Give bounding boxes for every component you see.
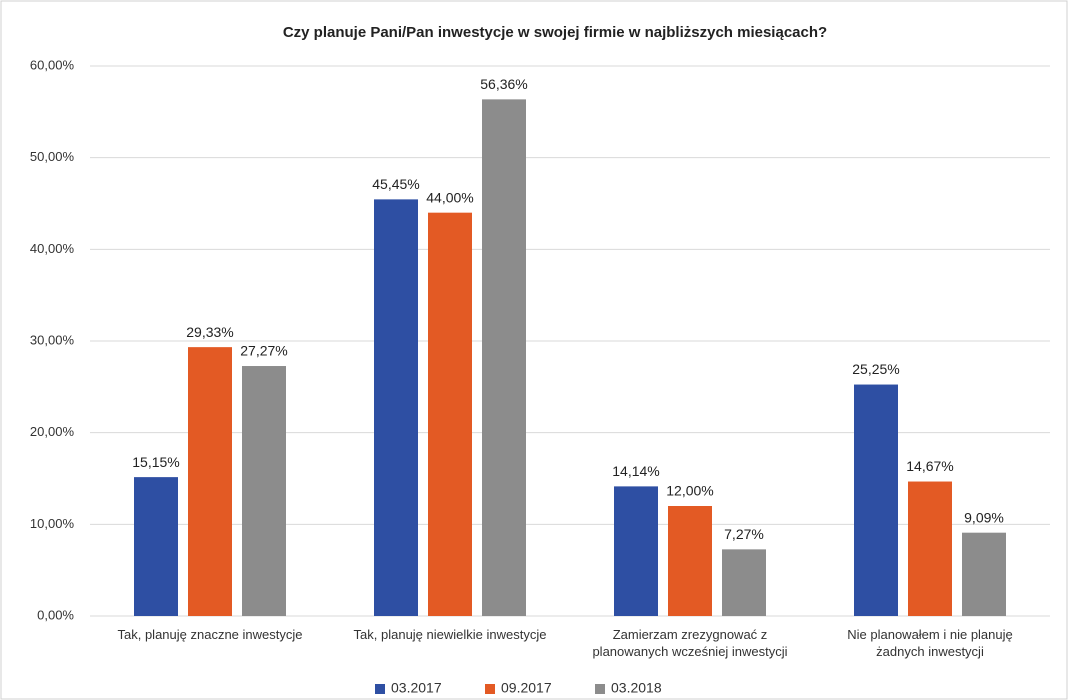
value-label: 7,27% — [724, 526, 764, 542]
y-tick-label: 40,00% — [30, 241, 75, 256]
bar — [962, 532, 1006, 616]
value-label: 14,14% — [612, 463, 659, 479]
x-tick-label: Tak, planuję znaczne inwestycje — [117, 627, 303, 642]
bar — [242, 366, 286, 616]
x-tick-label: Nie planowałem i nie planuję żadnych inw… — [847, 627, 1013, 659]
bar — [428, 212, 472, 616]
bar — [188, 347, 232, 616]
y-tick-label: 10,00% — [30, 516, 75, 531]
legend-label: 09.2017 — [501, 680, 552, 696]
y-tick-label: 20,00% — [30, 424, 75, 439]
y-tick-label: 60,00% — [30, 57, 75, 72]
y-tick-label: 0,00% — [37, 607, 74, 622]
value-label: 27,27% — [240, 343, 287, 359]
value-label: 12,00% — [666, 483, 713, 499]
value-label: 25,25% — [852, 361, 899, 377]
legend-swatch — [595, 684, 605, 694]
value-label: 9,09% — [964, 509, 1004, 525]
y-tick-label: 30,00% — [30, 332, 75, 347]
legend-label: 03.2018 — [611, 680, 662, 696]
bar — [668, 506, 712, 616]
bar — [854, 384, 898, 616]
chart-title: Czy planuje Pani/Pan inwestycje w swojej… — [283, 24, 827, 41]
bar — [134, 477, 178, 616]
legend-swatch — [375, 684, 385, 694]
legend-swatch — [485, 684, 495, 694]
bar — [374, 199, 418, 616]
y-tick-label: 50,00% — [30, 149, 75, 164]
x-tick-label: Tak, planuję niewielkie inwestycje — [353, 627, 547, 642]
bar — [908, 481, 952, 616]
value-label: 45,45% — [372, 176, 419, 192]
value-label: 56,36% — [480, 76, 527, 92]
bar — [482, 99, 526, 616]
bar — [614, 486, 658, 616]
x-tick-label: Zamierzam zrezygnować z planowanych wcze… — [592, 627, 788, 659]
value-label: 15,15% — [132, 454, 179, 470]
value-label: 14,67% — [906, 458, 953, 474]
value-label: 29,33% — [186, 324, 233, 340]
value-label: 44,00% — [426, 189, 473, 205]
legend-label: 03.2017 — [391, 680, 442, 696]
bar — [722, 549, 766, 616]
